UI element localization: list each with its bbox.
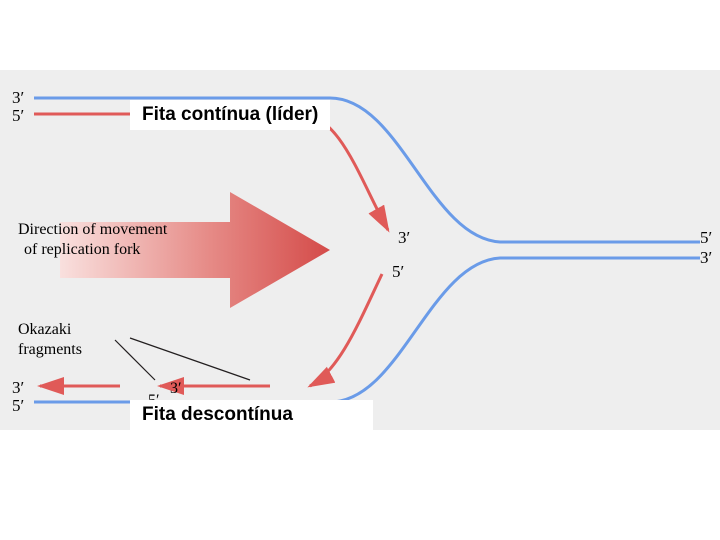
- end-label-bottom-5p: 5′: [12, 396, 24, 416]
- end-label-right-5p: 5′: [700, 228, 712, 248]
- end-label-leading-3p: 3′: [398, 228, 410, 248]
- end-label-frag-3p: 3′: [170, 380, 182, 398]
- end-label-bottom-3p: 3′: [12, 378, 24, 398]
- end-label-right-3p: 3′: [700, 248, 712, 268]
- end-label-lagging-5p: 5′: [392, 262, 404, 282]
- okazaki-label-line1: Okazaki: [18, 321, 71, 338]
- continuous-strand-label: Fita contínua (líder): [130, 100, 330, 130]
- direction-label-line1: Direction of movement: [18, 221, 167, 238]
- okazaki-label: Okazaki fragments: [18, 320, 82, 360]
- end-label-top-5p: 5′: [12, 106, 24, 126]
- end-label-top-3p: 3′: [12, 88, 24, 108]
- discontinuous-strand-label: Fita descontínua: [130, 400, 373, 430]
- direction-label-line2: of replication fork: [18, 241, 140, 258]
- okazaki-label-line2: fragments: [18, 341, 82, 358]
- direction-label: Direction of movement of replication for…: [18, 220, 167, 260]
